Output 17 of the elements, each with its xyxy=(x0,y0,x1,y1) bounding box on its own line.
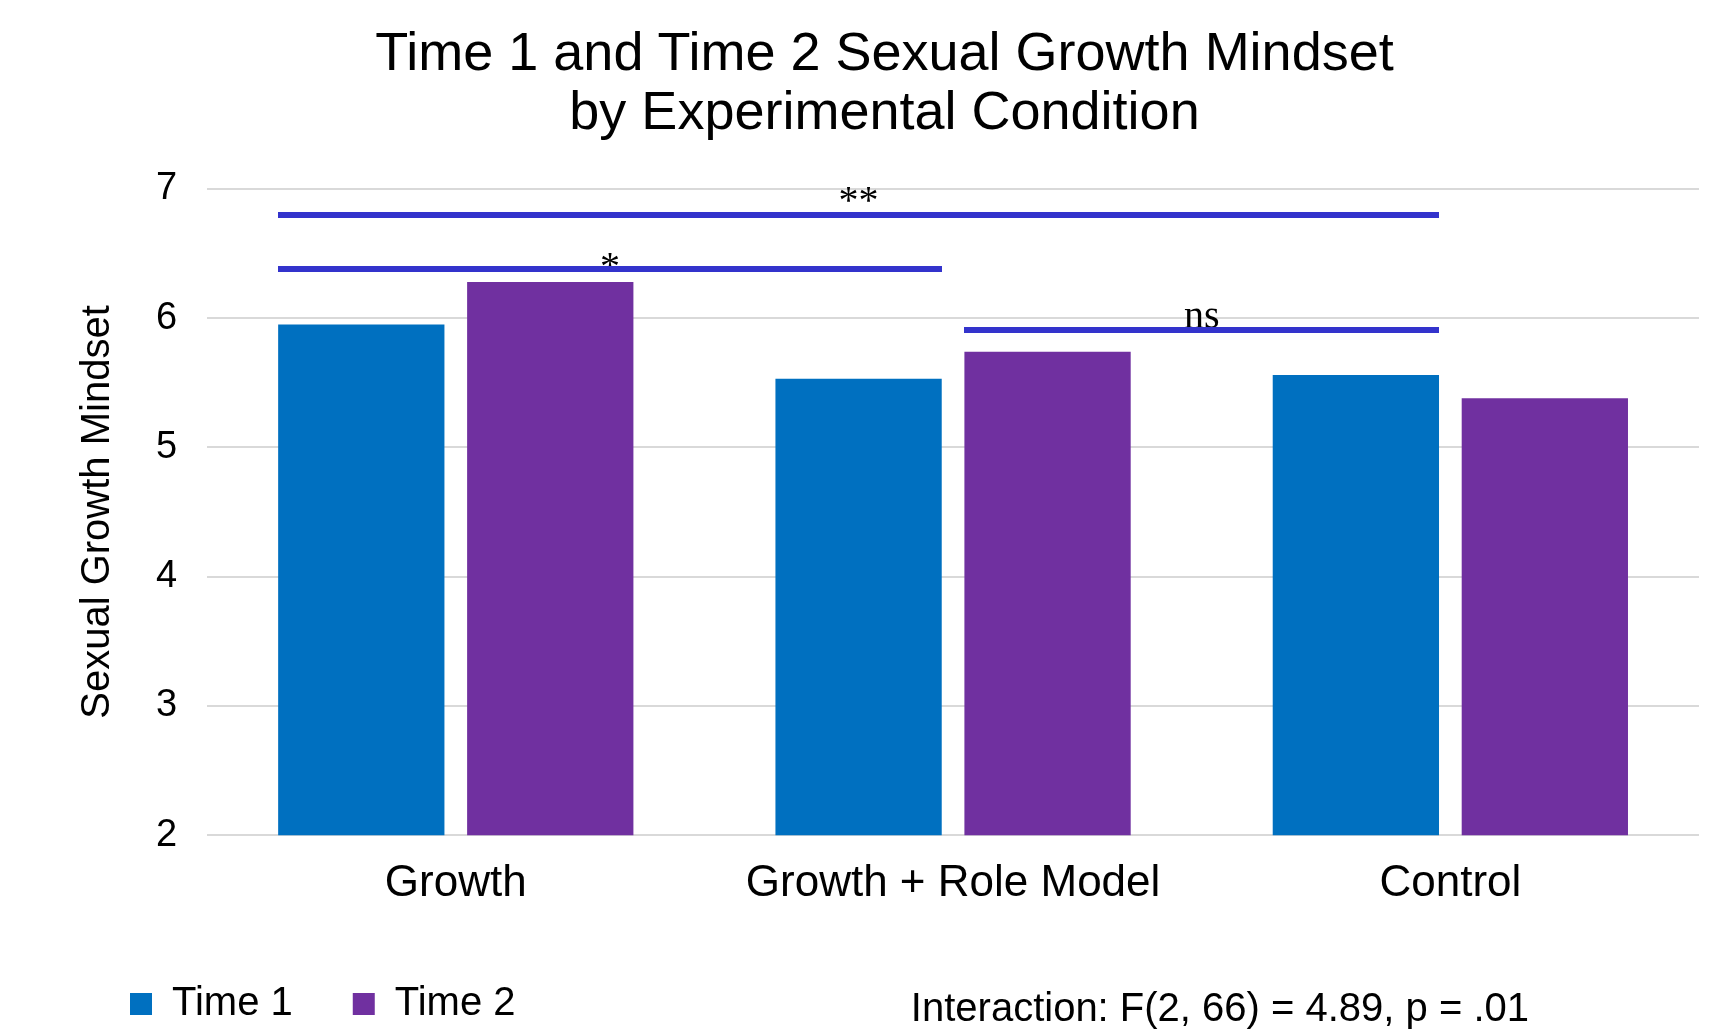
y-tick-label: 5 xyxy=(155,423,178,466)
annotation: * xyxy=(599,243,620,289)
x-tick-label: Control xyxy=(1379,855,1522,905)
legend-label: Time 2 xyxy=(394,979,516,1024)
x-tick-label: Growth xyxy=(384,855,527,905)
annotation: ** xyxy=(838,177,879,223)
y-axis-title: Sexual Growth Mindset xyxy=(73,305,118,719)
y-tick-label: 3 xyxy=(155,682,178,725)
text: Time 1 and Time 2 Sexual Growth Mindset xyxy=(375,20,1394,81)
legend-label: Time 1 xyxy=(172,979,293,1024)
text: Interaction: F(2, 66) = 4.89, p = .01 xyxy=(910,985,1529,1030)
text: by Experimental Condition xyxy=(569,79,1200,140)
y-tick-label: 6 xyxy=(155,294,178,337)
y-tick-label: 4 xyxy=(155,553,178,596)
y-tick-label: 7 xyxy=(155,165,178,208)
y-tick-label: 2 xyxy=(155,811,178,854)
x-tick-label: Growth + Role Model xyxy=(745,855,1161,905)
